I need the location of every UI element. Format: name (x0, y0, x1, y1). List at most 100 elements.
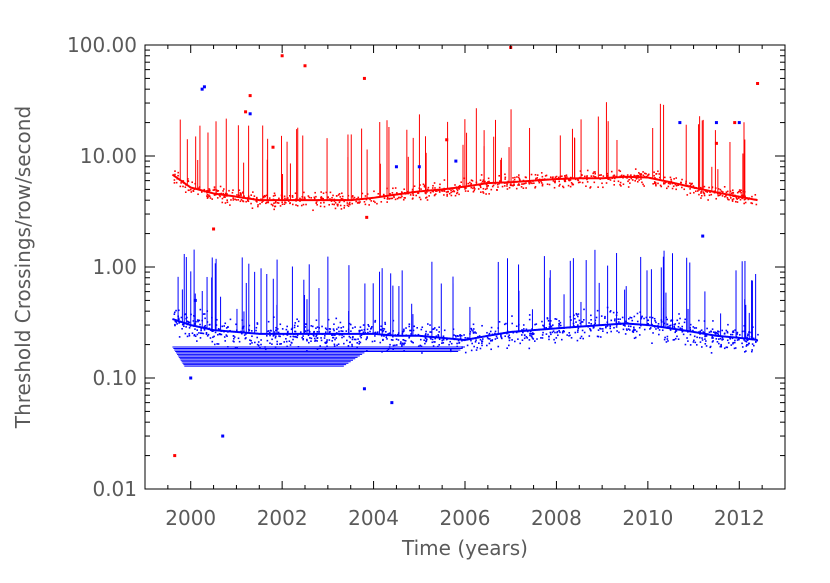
series-blue-point (725, 346, 728, 349)
series-blue-point (306, 339, 308, 342)
series-blue-point (718, 338, 720, 340)
x-tick-label: 2010 (622, 506, 673, 530)
series-red-point (262, 195, 265, 198)
series-blue-point (569, 326, 571, 329)
series-blue-point (496, 337, 499, 339)
series-blue-point (403, 350, 405, 352)
series-blue-point (517, 330, 520, 333)
series-red-point (592, 172, 594, 175)
series-red-point (455, 192, 458, 195)
series-red-point (658, 176, 661, 179)
series-blue-point (736, 331, 739, 334)
series-blue-point (279, 335, 281, 338)
series-blue-point (563, 327, 565, 329)
series-blue-point (721, 339, 723, 341)
series-red-point (432, 184, 434, 187)
series-blue-point (297, 325, 299, 327)
series-blue-point (634, 336, 637, 339)
series-blue-point (711, 337, 713, 339)
series-red-point (673, 178, 675, 180)
series-red-point (234, 198, 236, 201)
series-blue-point (256, 336, 259, 339)
series-blue-point (358, 342, 360, 345)
series-red-point (259, 199, 261, 202)
series-blue-point (466, 337, 469, 339)
series-blue-point (490, 326, 493, 329)
series-blue-point (339, 333, 342, 336)
series-blue-point (755, 340, 757, 343)
series-blue-point (511, 322, 514, 325)
series-red-point (743, 198, 746, 201)
series-blue-point (333, 329, 335, 332)
series-blue-point (590, 329, 592, 332)
series-red-point (391, 192, 394, 194)
series-blue-point (704, 335, 706, 338)
series-blue-point (633, 337, 636, 340)
series-red-point (470, 186, 473, 189)
series-blue-point (582, 337, 585, 340)
series-blue-point (618, 321, 620, 323)
series-blue-point (629, 316, 631, 319)
series-blue-point (238, 340, 241, 343)
series-blue-point (481, 324, 483, 327)
series-blue-point (651, 323, 653, 326)
series-blue-point (186, 323, 188, 326)
series-blue-point (555, 337, 558, 339)
series-red-point (546, 178, 549, 181)
series-red-point (339, 196, 342, 198)
series-blue-point (657, 323, 660, 325)
series-blue-point (385, 330, 387, 333)
series-blue-point (347, 345, 350, 347)
series-blue-point (184, 313, 186, 316)
series-blue-point (354, 326, 356, 328)
series-red-point (274, 194, 276, 197)
series-red-point (240, 194, 242, 197)
series-blue-point (575, 312, 578, 315)
series-red-point (372, 200, 375, 203)
series-blue-point (532, 338, 535, 340)
series-blue-point (400, 341, 402, 343)
series-red-point (566, 176, 568, 178)
series-blue-point (723, 332, 726, 335)
series-blue-point (294, 330, 297, 333)
series-blue-point (301, 336, 303, 339)
series-blue-point (410, 340, 413, 343)
series-blue-point (605, 326, 607, 329)
series-red-point (255, 200, 258, 202)
series-blue-point (605, 325, 607, 328)
series-blue-point (478, 342, 480, 345)
series-red-point (198, 188, 201, 190)
series-blue-point (633, 326, 635, 329)
series-blue-point (224, 322, 227, 325)
series-red-point (619, 183, 621, 186)
series-red-point (732, 198, 735, 200)
series-red-point (534, 179, 537, 181)
series-blue-point (273, 331, 276, 333)
series-blue-outlier (714, 121, 718, 125)
series-red-point (332, 194, 334, 197)
series-red-point (226, 201, 229, 204)
series-blue-point (744, 340, 747, 342)
series-blue-point (651, 342, 653, 345)
series-blue-point (697, 331, 700, 333)
series-blue-point (727, 323, 729, 326)
series-blue-point (553, 338, 555, 341)
series-red-point (239, 192, 242, 194)
series-blue-point (324, 341, 326, 344)
series-blue-point (187, 321, 190, 324)
series-red-point (242, 197, 244, 199)
series-red-point (399, 196, 402, 199)
series-blue-point (371, 340, 374, 343)
series-blue-point (541, 334, 544, 336)
series-blue-point (590, 323, 593, 325)
series-blue-line (172, 318, 758, 341)
series-blue-point (669, 329, 672, 331)
series-red-point (443, 190, 445, 192)
series-blue-point (435, 329, 438, 331)
series-red-point (626, 174, 629, 176)
series-blue-outlier (221, 434, 225, 438)
series-blue-point (220, 333, 223, 336)
series-red-point (586, 178, 588, 181)
series-blue-point (362, 324, 365, 326)
series-red-point (594, 171, 596, 173)
